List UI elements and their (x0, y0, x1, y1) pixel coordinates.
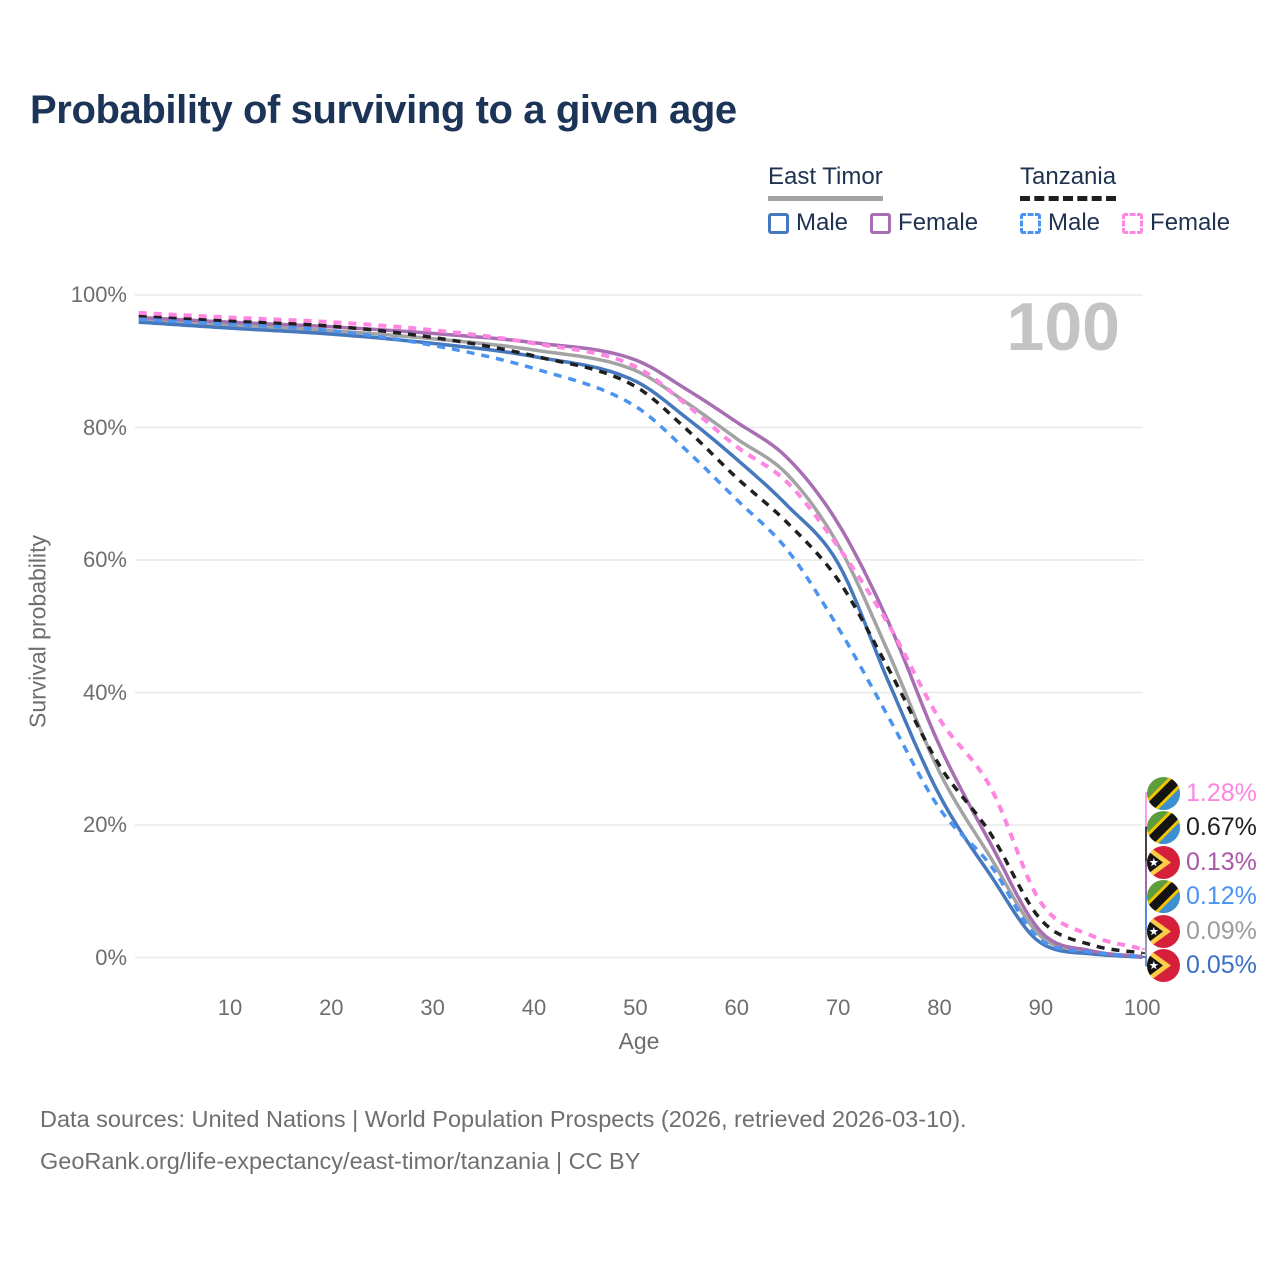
y-axis-label: Survival probability (24, 534, 51, 729)
tanzania-flag-icon (1147, 776, 1180, 810)
y-tick-label: 0% (95, 944, 127, 970)
east-timor-flag-icon (1147, 914, 1180, 948)
end-label-value: 0.09% (1186, 916, 1257, 945)
legend-item-east-timor-male[interactable]: Male (768, 209, 848, 237)
end-label-et-total: 0.09% (1147, 914, 1257, 948)
x-tick-label: 70 (825, 995, 851, 1020)
series-line-et-total[interactable] (138, 318, 1143, 959)
legend-heading-tanzania: Tanzania (1020, 163, 1117, 201)
legend-swatch-icon[interactable] (768, 212, 789, 234)
end-label-tz-male: 0.12% (1147, 880, 1257, 913)
end-label-tz-female: 1.28% (1147, 776, 1257, 810)
x-tick-label: 40 (521, 995, 547, 1020)
series-line-tz-female[interactable] (138, 310, 1143, 951)
footer: Data sources: United Nations | World Pop… (40, 1098, 967, 1183)
y-tick-label: 100% (70, 282, 127, 307)
series-line-tz-male[interactable] (138, 317, 1143, 959)
legend-items-tanzania: Male Female (1020, 209, 1230, 237)
legend-swatch-icon[interactable] (1122, 212, 1144, 234)
footer-attribution-line: GeoRank.org/life-expectancy/east-timor/t… (40, 1148, 641, 1175)
x-tick-label: 20 (319, 995, 344, 1020)
legend-item-tanzania-male[interactable]: Male (1020, 209, 1100, 237)
end-label-et-male: 0.05% (1147, 949, 1257, 982)
legend-item-label: Male (1048, 209, 1101, 236)
east-timor-flag-icon (1147, 845, 1180, 879)
x-tick-label: 10 (217, 995, 243, 1020)
end-label-tz-total: 0.67% (1147, 811, 1257, 844)
legend-swatch-icon[interactable] (870, 212, 892, 234)
tanzania-flag-icon (1147, 880, 1180, 913)
x-axis-label: Age (618, 1028, 660, 1054)
legend-item-label: Female (898, 209, 979, 236)
page-title: Probability of surviving to a given age (30, 88, 737, 132)
y-tick-label: 20% (82, 812, 127, 837)
end-label-et-female: 0.13% (1147, 845, 1257, 879)
end-label-value: 0.13% (1186, 847, 1257, 876)
legend-swatch-icon[interactable] (1020, 212, 1041, 234)
legend-item-label: Male (796, 209, 849, 236)
end-label-value: 0.12% (1186, 882, 1257, 910)
y-tick-label: 80% (82, 414, 127, 440)
end-label-value: 0.67% (1186, 813, 1257, 841)
legend-item-east-timor-female[interactable]: Female (870, 209, 978, 237)
legend-item-tanzania-female[interactable]: Female (1122, 209, 1230, 237)
x-tick-label: 80 (927, 995, 952, 1020)
y-tick-label: 60% (82, 547, 127, 572)
footer-sources-line: Data sources: United Nations | World Pop… (40, 1106, 967, 1132)
x-tick-label: 30 (420, 995, 445, 1020)
y-tick-label: 40% (82, 679, 127, 705)
legend-group-east-timor: East Timor Male Female (768, 163, 978, 237)
x-tick-label: 100 (1123, 995, 1161, 1020)
series-line-tz-total[interactable] (138, 313, 1143, 955)
age-watermark: 100 (1006, 289, 1120, 365)
x-tick-label: 50 (623, 995, 648, 1020)
legend-item-label: Female (1150, 209, 1231, 236)
legend-items-east-timor: Male Female (768, 209, 978, 237)
series-line-et-male[interactable] (138, 320, 1143, 959)
tanzania-flag-icon (1147, 811, 1180, 844)
x-tick-label: 60 (724, 995, 749, 1020)
legend-heading-east-timor: East Timor (768, 163, 883, 201)
end-label-value: 1.28% (1186, 778, 1257, 807)
legend-group-tanzania: Tanzania Male Female (1020, 163, 1230, 237)
end-label-value: 0.05% (1186, 951, 1257, 979)
x-tick-label: 90 (1028, 995, 1054, 1020)
east-timor-flag-icon (1147, 949, 1180, 982)
